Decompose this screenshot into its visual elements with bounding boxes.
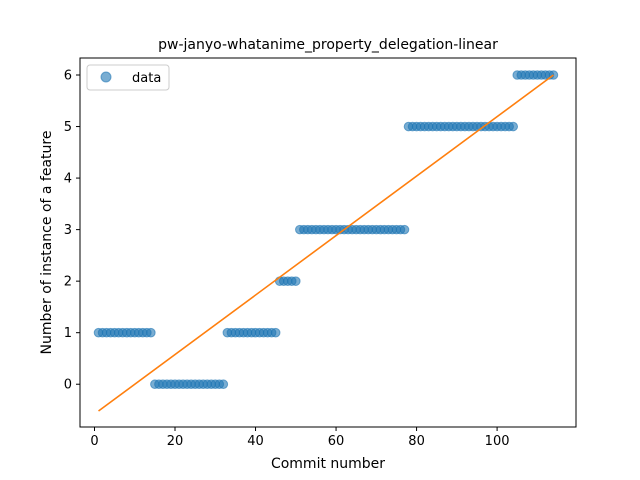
legend-label: data: [132, 71, 161, 86]
data-point: [399, 224, 410, 235]
plot-area: [79, 57, 577, 428]
fit-line: [98, 74, 554, 412]
x-tick-label: 100: [485, 434, 510, 449]
y-tick-label: 0: [64, 378, 72, 393]
x-axis-label: Commit number: [271, 456, 385, 472]
x-tick-label: 60: [328, 434, 345, 449]
data-point: [508, 121, 518, 132]
y-tick-label: 6: [64, 69, 72, 84]
x-tick-label: 80: [408, 434, 425, 449]
data-point: [270, 327, 281, 338]
fit-layer: [98, 74, 554, 412]
chart-title: pw-janyo-whatanime_property_delegation-l…: [158, 37, 498, 53]
y-axis: 0 1 2 3 4 5 6: [64, 69, 80, 393]
legend-marker: [100, 71, 112, 83]
y-axis-label: Number of instance of a feature: [39, 131, 55, 355]
x-axis: 0 20 40 60 80 100: [90, 427, 510, 449]
data-point: [290, 276, 301, 286]
x-tick-label: 20: [167, 434, 184, 449]
x-tick-label: 0: [90, 434, 98, 449]
y-tick-label: 2: [64, 275, 72, 290]
legend-box: [86, 64, 170, 91]
x-tick-label: 40: [247, 434, 264, 449]
y-tick-label: 1: [64, 326, 72, 341]
y-tick-label: 3: [64, 223, 72, 238]
y-tick-label: 5: [64, 120, 72, 135]
data-point: [218, 379, 229, 390]
data-point: [146, 327, 156, 338]
legend: data: [86, 64, 170, 91]
y-tick-label: 4: [64, 172, 72, 187]
points-layer: [93, 70, 559, 390]
